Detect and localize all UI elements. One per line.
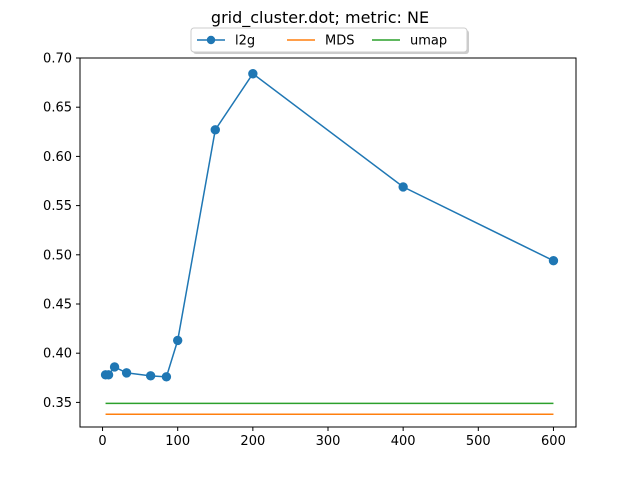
y-axis: 0.35 0.40 0.45 0.50 0.55 0.60 0.65 0.70 — [43, 52, 80, 411]
chart-title: grid_cluster.dot; metric: NE — [211, 8, 429, 28]
data-point-l2g — [103, 370, 114, 380]
data-point-l2g — [398, 182, 408, 192]
x-tick-label: 0 — [98, 434, 106, 449]
y-tick-label: 0.55 — [43, 199, 72, 214]
data-point-l2g — [248, 69, 258, 79]
legend-box — [190, 27, 468, 53]
data-point-l2g — [121, 368, 132, 378]
y-tick-label: 0.60 — [43, 150, 72, 165]
data-point-l2g — [172, 335, 183, 346]
legend-marker-l2g — [206, 35, 216, 45]
y-tick-label: 0.35 — [43, 396, 72, 411]
plot-frame — [79, 57, 577, 428]
y-tick-label: 0.50 — [43, 248, 72, 263]
y-tick-label: 0.45 — [43, 298, 72, 313]
data-point-l2g — [109, 362, 120, 372]
legend-label-l2g: l2g — [235, 34, 255, 49]
x-axis: 0 100 200 300 400 500 600 — [98, 427, 566, 449]
series-layer — [100, 69, 559, 415]
y-tick-label: 0.40 — [43, 347, 72, 362]
x-tick-label: 100 — [165, 434, 190, 449]
series-line-l2g — [105, 72, 554, 378]
x-tick-label: 400 — [391, 434, 416, 449]
x-tick-label: 600 — [541, 434, 566, 449]
data-point-l2g — [210, 125, 220, 135]
y-tick-label: 0.70 — [43, 52, 72, 67]
x-tick-label: 300 — [316, 434, 341, 449]
data-point-l2g — [161, 372, 172, 382]
x-tick-label: 200 — [240, 434, 265, 449]
data-point-l2g — [145, 371, 156, 381]
y-tick-label: 0.65 — [43, 101, 72, 116]
legend: l2g MDS umap — [190, 27, 469, 54]
data-point-l2g — [548, 256, 559, 266]
plot-area — [79, 57, 577, 428]
x-tick-label: 500 — [466, 434, 491, 449]
legend-label-umap: umap — [410, 34, 447, 49]
legend-label-mds: MDS — [325, 34, 354, 49]
